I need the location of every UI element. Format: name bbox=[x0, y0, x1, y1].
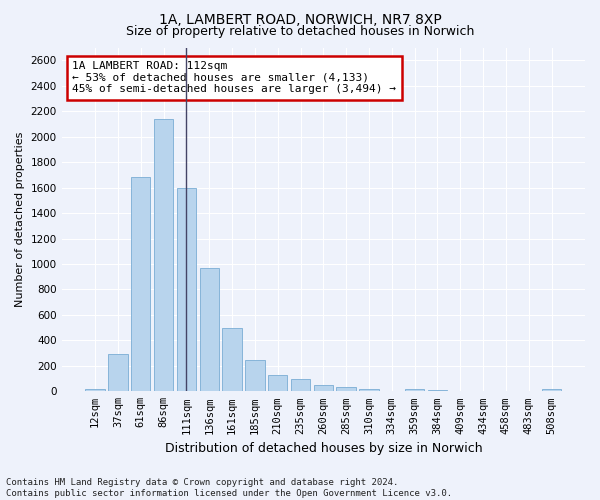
Bar bbox=[223, 328, 242, 392]
Text: Size of property relative to detached houses in Norwich: Size of property relative to detached ho… bbox=[126, 25, 474, 38]
Bar bbox=[291, 378, 310, 392]
Bar bbox=[245, 360, 265, 392]
Bar bbox=[337, 388, 356, 392]
Text: Contains HM Land Registry data © Crown copyright and database right 2024.
Contai: Contains HM Land Registry data © Crown c… bbox=[6, 478, 452, 498]
Bar bbox=[451, 390, 470, 392]
Y-axis label: Number of detached properties: Number of detached properties bbox=[15, 132, 25, 307]
Bar bbox=[542, 390, 561, 392]
Bar bbox=[200, 268, 219, 392]
Bar bbox=[359, 389, 379, 392]
Text: 1A, LAMBERT ROAD, NORWICH, NR7 8XP: 1A, LAMBERT ROAD, NORWICH, NR7 8XP bbox=[158, 12, 442, 26]
Bar bbox=[85, 389, 105, 392]
Bar bbox=[314, 385, 333, 392]
Bar bbox=[405, 390, 424, 392]
Text: 1A LAMBERT ROAD: 112sqm
← 53% of detached houses are smaller (4,133)
45% of semi: 1A LAMBERT ROAD: 112sqm ← 53% of detache… bbox=[72, 62, 396, 94]
Bar bbox=[473, 390, 493, 392]
Bar bbox=[154, 119, 173, 392]
X-axis label: Distribution of detached houses by size in Norwich: Distribution of detached houses by size … bbox=[164, 442, 482, 455]
Bar bbox=[131, 178, 151, 392]
Bar bbox=[108, 354, 128, 392]
Bar bbox=[428, 390, 447, 392]
Bar bbox=[268, 375, 287, 392]
Bar bbox=[177, 188, 196, 392]
